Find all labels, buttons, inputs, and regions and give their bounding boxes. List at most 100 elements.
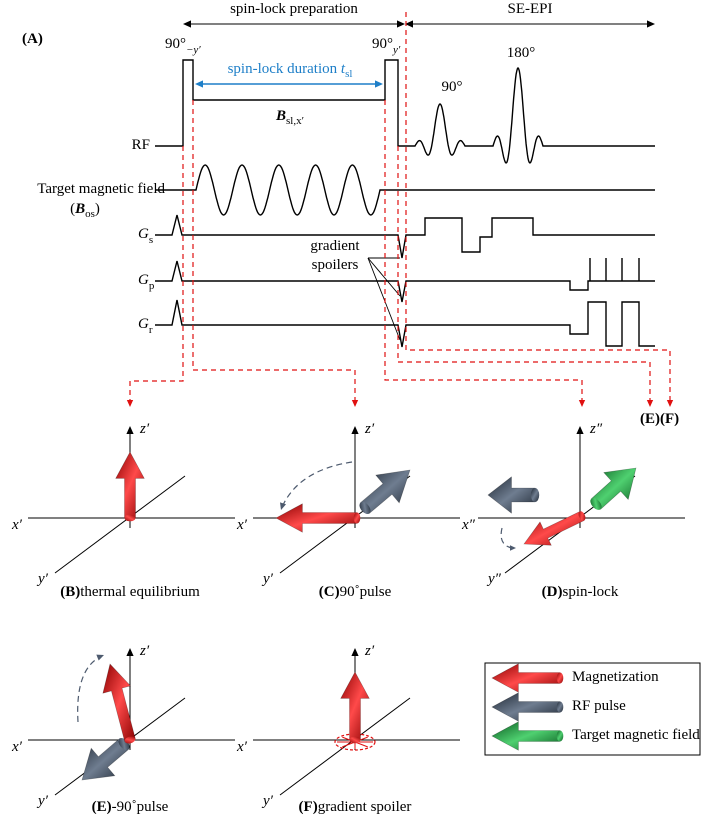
annotation: spoilers xyxy=(312,257,359,273)
epi-pulse-label-part: 180° xyxy=(507,45,536,61)
row-label-part: RF xyxy=(132,137,150,153)
guide-arrowhead xyxy=(127,400,133,407)
field-label: Bsl,x′ xyxy=(275,108,304,126)
panel-caption-part: spin-lock xyxy=(563,584,619,600)
rotation-arc xyxy=(283,462,352,505)
row-label-part: Target magnetic field xyxy=(37,181,165,197)
panel-caption-part: (E) xyxy=(92,799,112,815)
rf-arrow xyxy=(488,477,535,513)
magnetization-arrow-base xyxy=(354,513,361,524)
panel-caption-part: (D) xyxy=(542,584,563,600)
gs-waveform xyxy=(155,215,655,258)
duration-label-part: spin-lock duration xyxy=(228,61,341,77)
duration-label: spin-lock duration tsl xyxy=(228,61,353,79)
target-label-part: (E) xyxy=(640,411,660,427)
legend-label: Magnetization xyxy=(572,669,659,685)
row-label: Gp xyxy=(138,272,155,291)
row-label-part: ) xyxy=(95,201,100,217)
magnetization-arrow xyxy=(116,452,145,518)
row-label: Target magnetic field xyxy=(37,181,165,197)
axis-label: y″ xyxy=(486,571,502,587)
target-label: (E) xyxy=(640,411,660,427)
axis-label-part: z′ xyxy=(139,643,150,659)
axis-label: x″ xyxy=(461,517,476,533)
axis-label: x′ xyxy=(11,517,23,533)
panel-caption-part: (F) xyxy=(299,799,318,815)
rf-arrow-base xyxy=(531,488,539,502)
magnetization-arrow xyxy=(341,672,370,740)
axis-label: z″ xyxy=(589,421,603,437)
arrowhead xyxy=(126,426,133,434)
panel-label: (A) xyxy=(22,31,43,47)
target-label-part: (F) xyxy=(660,411,679,427)
axis-label: y′ xyxy=(36,793,49,809)
field-label-part: sl,x′ xyxy=(286,115,304,127)
row-label: Gr xyxy=(138,316,153,335)
axis-label-part: x′ xyxy=(11,517,23,533)
arrowhead xyxy=(510,545,516,550)
arrowhead xyxy=(647,20,655,27)
row-label-part: os xyxy=(85,208,95,220)
arrowhead xyxy=(195,80,203,87)
phase-label-part: spin-lock preparation xyxy=(230,1,358,17)
arrowhead xyxy=(351,426,358,434)
axis-label-part: x′ xyxy=(11,739,23,755)
field-label-part: B xyxy=(275,108,286,124)
panel-caption-part: gradient spoiler xyxy=(318,799,412,815)
pulse-label: 90°y′ xyxy=(372,36,401,55)
row-label-part: G xyxy=(138,272,149,288)
axis-label-part: x′ xyxy=(236,739,248,755)
axis-label: y′ xyxy=(261,571,274,587)
annotation-part: gradient xyxy=(310,238,360,254)
guide-arrowhead xyxy=(352,400,358,407)
epi-pulse-label-part: 90° xyxy=(442,79,463,95)
axis-label-part: y′ xyxy=(36,571,49,587)
target-label: (F) xyxy=(660,411,679,427)
figure: (A)spin-lock preparationSE-EPI90°−y′90°y… xyxy=(0,0,705,826)
axis-label: z′ xyxy=(139,643,150,659)
axis-label-part: z′ xyxy=(364,421,375,437)
arrowhead xyxy=(375,80,383,87)
axis-label-part: x′ xyxy=(236,517,248,533)
row-label: Gs xyxy=(138,226,153,245)
rotation-arc xyxy=(501,528,512,548)
arrowhead xyxy=(397,20,405,27)
epi-pulse-label: 90° xyxy=(442,79,463,95)
panel-caption-part: thermal equilibrium xyxy=(80,584,200,600)
axis-label-part: y″ xyxy=(486,571,502,587)
panel-caption: (D)spin-lock xyxy=(542,584,619,600)
axis-label: y′ xyxy=(261,793,274,809)
duration-label-part: sl xyxy=(345,68,352,80)
target-waveform xyxy=(155,165,655,215)
row-label-part: r xyxy=(149,324,153,336)
axis-label: x′ xyxy=(236,517,248,533)
axis-label-part: y′ xyxy=(36,793,49,809)
guide-line xyxy=(398,146,650,400)
axis-label: x′ xyxy=(11,739,23,755)
annotation: gradient xyxy=(310,238,360,254)
legend-swatch-base xyxy=(557,702,564,713)
annotation-part: spoilers xyxy=(312,257,359,273)
phase-label-part: SE-EPI xyxy=(508,1,553,17)
row-label-part: G xyxy=(138,316,149,332)
panel-caption: (E)-90˚pulse xyxy=(92,799,169,815)
row-label: RF xyxy=(132,137,150,153)
arrowhead xyxy=(183,20,191,27)
axis-label-part: z″ xyxy=(589,421,603,437)
magnetization-arrow xyxy=(276,504,357,533)
pulse-label-part: 90° xyxy=(165,36,186,52)
panel-label-part: (A) xyxy=(22,31,43,47)
y-axis xyxy=(280,698,410,795)
phase-label: SE-EPI xyxy=(508,1,553,17)
panel-caption: (C)90˚pulse xyxy=(319,584,392,600)
pulse-label-part: 90° xyxy=(372,36,393,52)
legend-swatch-base xyxy=(557,731,564,742)
pulse-label-part: −y′ xyxy=(186,44,201,56)
legend-label: Target magnetic field xyxy=(572,727,700,743)
legend-label: RF pulse xyxy=(572,698,626,714)
axis-label-part: y′ xyxy=(261,793,274,809)
axis-label-part: z′ xyxy=(364,643,375,659)
guide-line xyxy=(385,100,582,400)
arrowhead xyxy=(351,648,358,656)
row-label-part: s xyxy=(149,234,153,246)
